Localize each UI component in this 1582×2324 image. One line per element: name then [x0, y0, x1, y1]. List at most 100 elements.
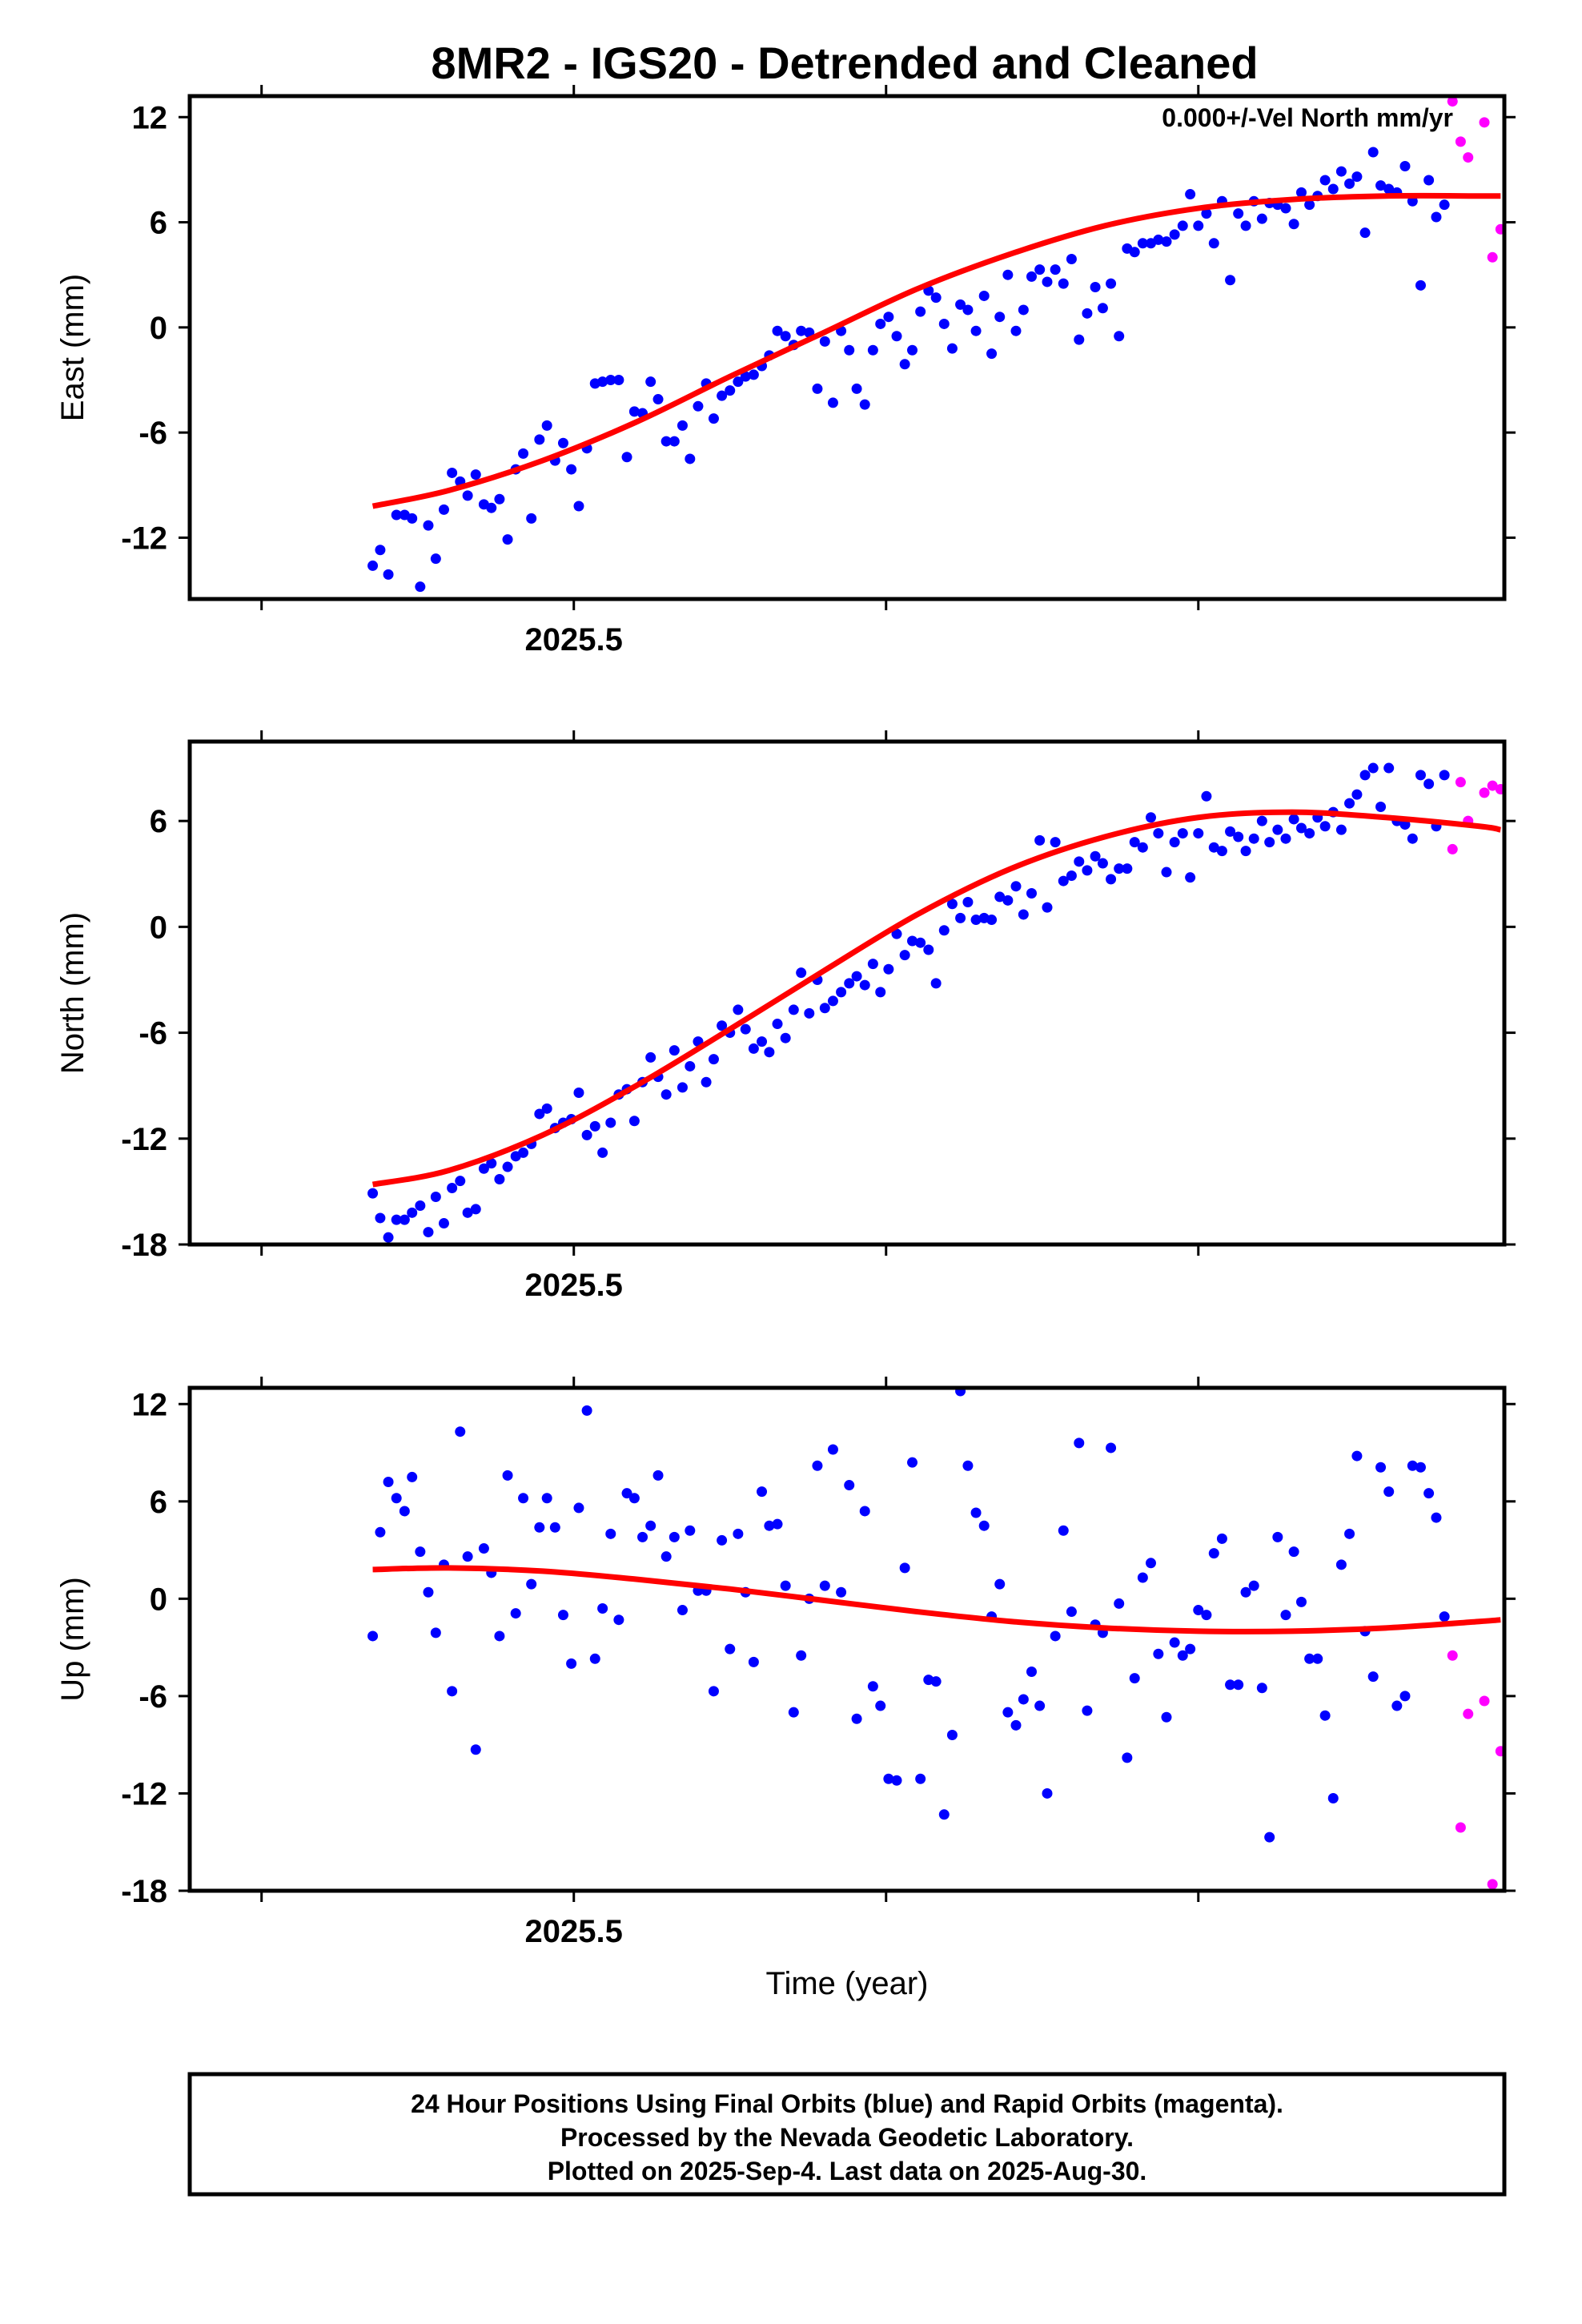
- final-point: [1304, 199, 1315, 211]
- final-point: [605, 374, 616, 385]
- final-point: [883, 1773, 894, 1784]
- final-point: [573, 501, 584, 512]
- final-point: [733, 376, 744, 388]
- final-point: [1375, 1462, 1387, 1473]
- final-point: [708, 1054, 719, 1065]
- final-point: [1058, 875, 1069, 887]
- final-point: [1161, 236, 1172, 247]
- final-point: [470, 1204, 481, 1215]
- final-point: [701, 1076, 712, 1088]
- final-point: [725, 385, 736, 396]
- final-point: [1256, 815, 1267, 826]
- final-point: [669, 1045, 680, 1056]
- final-point: [1042, 902, 1053, 913]
- final-point: [589, 1120, 600, 1132]
- final-point: [1153, 234, 1164, 245]
- final-point: [597, 1147, 608, 1158]
- final-point: [1145, 812, 1156, 823]
- final-point: [1169, 1637, 1180, 1648]
- rapid-point: [1479, 117, 1490, 128]
- final-point: [1312, 1653, 1323, 1664]
- final-point: [1114, 1598, 1125, 1609]
- final-point: [1233, 831, 1244, 842]
- final-point: [1122, 863, 1133, 875]
- final-point: [423, 520, 434, 531]
- final-point: [1169, 837, 1180, 848]
- rapid-point: [1447, 1650, 1458, 1661]
- final-point: [1010, 325, 1022, 336]
- final-point: [383, 1232, 394, 1243]
- final-point: [994, 891, 1006, 903]
- final-point: [788, 1707, 799, 1718]
- final-point: [1201, 1610, 1212, 1621]
- final-point: [907, 344, 918, 356]
- final-point: [470, 1744, 481, 1755]
- final-point: [1161, 866, 1172, 878]
- final-point: [1018, 1694, 1029, 1705]
- footer-line-2: Processed by the Nevada Geodetic Laborat…: [560, 2123, 1134, 2152]
- final-point: [455, 1426, 466, 1437]
- final-point: [1026, 271, 1038, 282]
- fit-curve: [371, 809, 1502, 1188]
- final-point: [375, 1212, 386, 1224]
- final-point: [613, 1614, 624, 1626]
- final-point: [1359, 227, 1371, 239]
- final-point: [1423, 1488, 1435, 1499]
- final-point: [1240, 846, 1251, 857]
- final-point: [1018, 304, 1029, 316]
- final-point: [1129, 1673, 1140, 1684]
- final-point: [1208, 1548, 1219, 1559]
- final-point: [526, 1578, 537, 1590]
- final-point: [970, 1507, 982, 1518]
- y-axis-label: East (mm): [55, 274, 90, 421]
- final-point: [518, 448, 529, 459]
- final-point: [1431, 211, 1442, 223]
- final-point: [1344, 1528, 1355, 1539]
- final-point: [1280, 833, 1291, 844]
- final-point: [1106, 278, 1117, 289]
- final-point: [645, 1520, 656, 1531]
- final-point: [1319, 175, 1331, 186]
- final-point: [1208, 238, 1219, 249]
- y-axis-label: Up (mm): [55, 1577, 90, 1702]
- final-point: [875, 318, 886, 329]
- y-tick-label: -6: [139, 416, 167, 451]
- y-tick-label: 0: [150, 910, 167, 945]
- y-tick-label: 12: [132, 100, 168, 135]
- final-point: [733, 1004, 744, 1015]
- final-point: [1129, 247, 1140, 258]
- rapid-point: [1455, 1822, 1466, 1833]
- final-point: [1034, 1700, 1046, 1711]
- final-point: [994, 1578, 1006, 1590]
- final-point: [1295, 822, 1307, 834]
- final-point: [796, 967, 807, 979]
- panel-frame: [187, 94, 1507, 601]
- final-point: [1407, 1460, 1418, 1471]
- panel-up: -18 -12 -6 0 6 12 2025.5 Up (mm): [55, 1377, 1516, 1949]
- final-point: [581, 1129, 592, 1140]
- final-point: [502, 1470, 513, 1481]
- rapid-point: [1447, 843, 1458, 854]
- final-point: [891, 331, 902, 342]
- y-tick-label: -12: [121, 1776, 167, 1811]
- final-point: [566, 464, 577, 475]
- final-point: [757, 1486, 768, 1498]
- final-point: [994, 312, 1006, 323]
- final-point: [1225, 1679, 1236, 1691]
- final-point: [1106, 1442, 1117, 1454]
- final-point: [1122, 1752, 1133, 1763]
- final-point: [1351, 1450, 1363, 1462]
- final-point: [438, 1218, 449, 1229]
- y-tick-label: -18: [121, 1228, 167, 1263]
- final-point: [1026, 888, 1038, 899]
- final-point: [628, 1493, 640, 1504]
- final-point: [1431, 1512, 1442, 1523]
- y-tick-label: 0: [150, 1582, 167, 1617]
- final-point: [510, 1608, 521, 1619]
- final-point: [1327, 183, 1339, 195]
- final-point: [1169, 229, 1180, 240]
- final-point: [502, 534, 513, 545]
- final-point: [1248, 1580, 1259, 1591]
- final-point: [883, 963, 894, 975]
- final-point: [1201, 790, 1212, 802]
